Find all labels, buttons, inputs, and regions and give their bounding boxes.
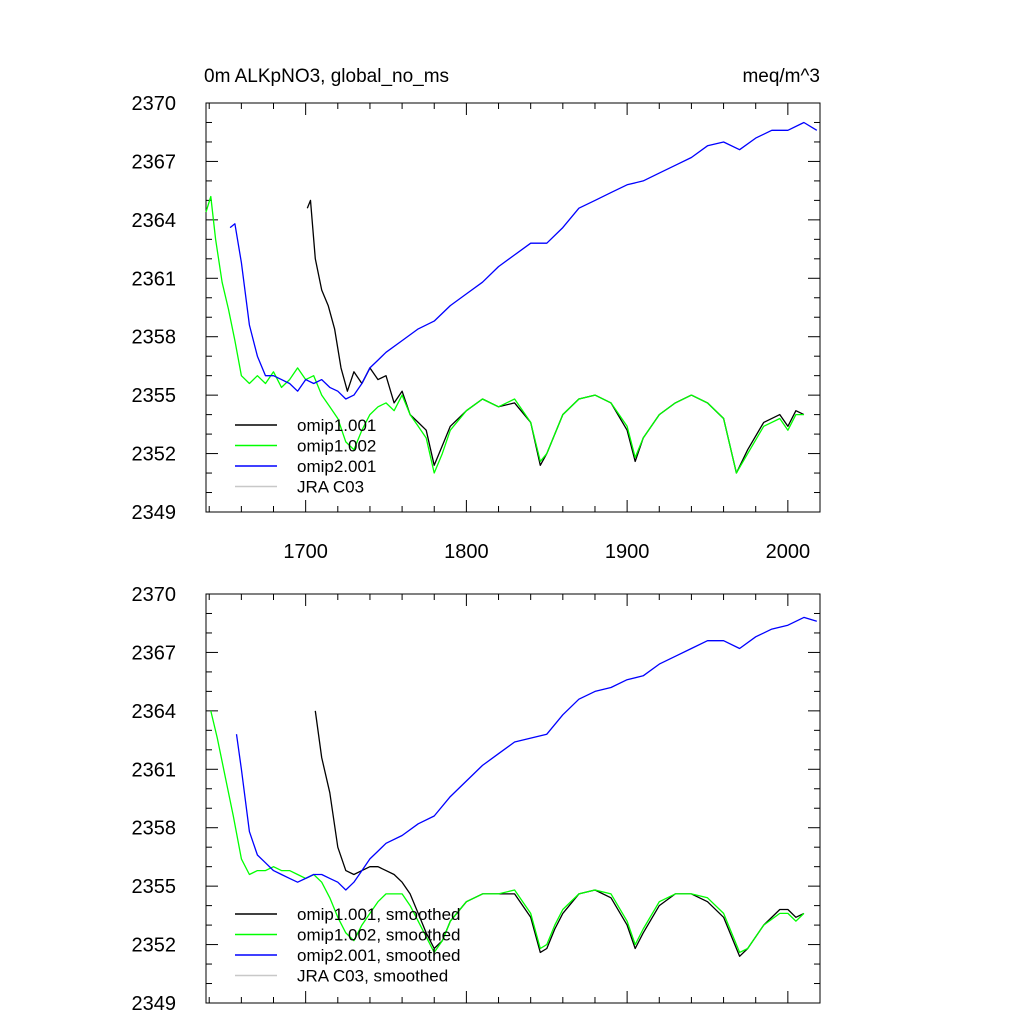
x-tick-label: 1700 (283, 541, 328, 563)
legend-label: omip1.001 (297, 416, 376, 435)
y-tick-label: 2358 (132, 327, 177, 349)
series-line-3 (229, 121, 818, 400)
plot-frame (205, 593, 821, 1004)
x-tick-label: 1900 (605, 541, 650, 563)
legend-label: JRA C03, smoothed (297, 967, 448, 986)
series-line-3 (235, 616, 817, 891)
y-tick-label: 2355 (132, 876, 177, 898)
y-tick-label: 2349 (132, 993, 177, 1015)
bottom-panel: 2349 2352 2355 2358 2361 2364 2367 2370 omip1.00… (132, 584, 821, 1015)
series-line-2 (205, 195, 804, 474)
y-tick-label: 2364 (132, 210, 177, 232)
y-tick-label: 2370 (132, 584, 177, 606)
series-line-2 (210, 710, 805, 954)
series-line-1 (314, 710, 805, 957)
y-tick-label: 2355 (132, 385, 177, 407)
units-label: meq/m^3 (742, 66, 820, 87)
y-tick-label: 2367 (132, 642, 177, 664)
y-tick-label: 2364 (132, 701, 177, 723)
x-tick-label: 1800 (444, 541, 489, 563)
legend-label: omip2.001 (297, 457, 376, 476)
legend-label: omip1.002, smoothed (297, 926, 461, 945)
y-tick-label: 2361 (132, 759, 177, 781)
y-tick-label: 2367 (132, 151, 177, 173)
y-tick-label: 2352 (132, 444, 177, 466)
y-tick-label: 2361 (132, 268, 177, 290)
top-panel: 2349 2352 2355 2358 2361 2364 2367 2370 1700 1800… (132, 66, 821, 563)
legend-label: omip1.002 (297, 437, 376, 456)
y-tick-label: 2349 (132, 502, 177, 524)
legend-label: omip2.001, smoothed (297, 946, 461, 965)
legend-label: omip1.001, smoothed (297, 905, 461, 924)
y-tick-label: 2370 (132, 93, 177, 115)
plot-frame (205, 102, 821, 513)
x-tick-label: 2000 (766, 541, 811, 563)
legend-label: JRA C03 (297, 478, 364, 497)
y-tick-label: 2352 (132, 935, 177, 957)
y-tick-label: 2358 (132, 818, 177, 840)
chart-title: 0m ALKpNO3, global_no_ms (204, 66, 449, 87)
